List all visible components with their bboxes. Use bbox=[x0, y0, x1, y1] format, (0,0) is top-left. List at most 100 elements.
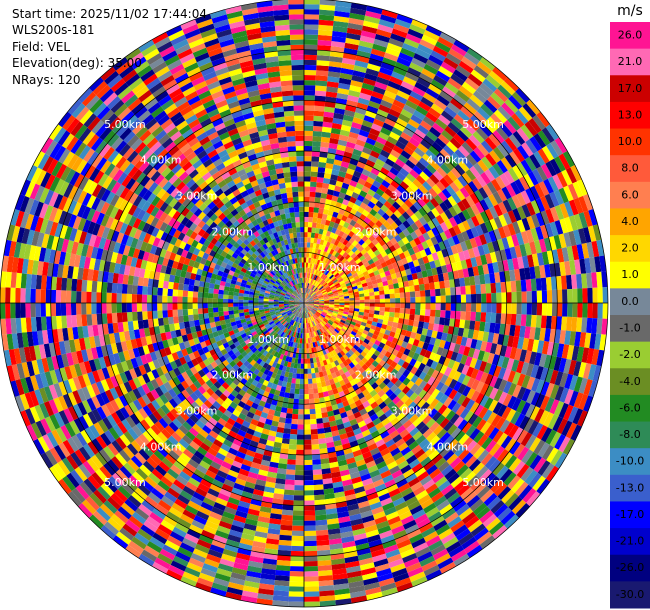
velocity-cell-122 bbox=[305, 287, 307, 293]
velocity-cell-1838 bbox=[496, 303, 502, 314]
velocity-cell-947 bbox=[472, 131, 485, 144]
velocity-cell-551 bbox=[329, 248, 335, 255]
velocity-cell-275 bbox=[340, 124, 352, 132]
velocity-cell-1173 bbox=[444, 209, 454, 220]
velocity-cell-3566 bbox=[304, 434, 312, 440]
velocity-cell-1309 bbox=[525, 187, 536, 203]
velocity-cell-929 bbox=[407, 195, 417, 205]
velocity-cell-540 bbox=[304, 298, 307, 303]
velocity-cell-686 bbox=[375, 188, 385, 197]
velocity-cell-425 bbox=[313, 274, 317, 280]
velocity-cell-762 bbox=[429, 126, 442, 138]
velocity-cell-331 bbox=[344, 146, 355, 154]
velocity-cell-469 bbox=[392, 66, 408, 77]
velocity-cell-288 bbox=[354, 60, 369, 69]
velocity-cell-1400 bbox=[398, 264, 406, 272]
velocity-cell-11 bbox=[304, 242, 308, 248]
velocity-cell-1411 bbox=[450, 244, 459, 255]
velocity-cell-49 bbox=[304, 49, 318, 56]
velocity-cell-1333 bbox=[364, 274, 371, 280]
velocity-cell-3589 bbox=[304, 550, 318, 557]
velocity-cell-1146 bbox=[329, 283, 335, 288]
velocity-cell-683 bbox=[367, 201, 376, 209]
velocity-cell-44 bbox=[304, 75, 316, 81]
velocity-cell-1764 bbox=[425, 296, 431, 303]
velocity-cell-168 bbox=[329, 56, 343, 63]
velocity-cell-92 bbox=[312, 136, 322, 142]
velocity-cell-3628 bbox=[296, 444, 304, 450]
velocity-cell-1353 bbox=[456, 232, 465, 244]
velocity-cell-705 bbox=[428, 107, 441, 119]
velocity-cell-1299 bbox=[480, 210, 490, 223]
velocity-cell-3562 bbox=[304, 414, 311, 420]
velocity-cell-962 bbox=[311, 292, 316, 297]
velocity-cell-552 bbox=[331, 244, 337, 251]
velocity-cell-209 bbox=[326, 152, 336, 160]
velocity-cell-1079 bbox=[536, 111, 550, 128]
velocity-cell-3446 bbox=[317, 433, 326, 440]
velocity-cell-1259 bbox=[562, 151, 575, 168]
velocity-cell-1151 bbox=[350, 269, 357, 276]
velocity-cell-1254 bbox=[540, 163, 553, 179]
velocity-cell-1466 bbox=[429, 260, 437, 269]
velocity-cell-157 bbox=[323, 111, 335, 118]
velocity-cell-118 bbox=[319, 4, 336, 11]
velocity-cell-112 bbox=[317, 34, 333, 41]
velocity-cell-385 bbox=[343, 177, 352, 185]
velocity-cell-625 bbox=[367, 188, 376, 197]
velocity-cell-963 bbox=[315, 289, 320, 294]
velocity-cell-463 bbox=[382, 94, 395, 104]
velocity-cell-3611 bbox=[300, 358, 304, 364]
velocity-cell-3587 bbox=[304, 540, 317, 547]
velocity-cell-3527 bbox=[316, 539, 330, 546]
velocity-cell-1264 bbox=[322, 291, 328, 295]
velocity-cell-3682 bbox=[291, 413, 299, 420]
velocity-cell-1061 bbox=[465, 169, 477, 181]
velocity-cell-950 bbox=[483, 120, 497, 134]
velocity-cell-1071 bbox=[504, 137, 518, 152]
velocity-cell-1065 bbox=[481, 156, 493, 169]
velocity-cell-1893 bbox=[470, 311, 477, 322]
velocity-cell-630 bbox=[380, 166, 390, 176]
velocity-cell-623 bbox=[362, 197, 371, 206]
velocity-cell-94 bbox=[313, 125, 323, 132]
velocity-cell-1407 bbox=[431, 252, 439, 261]
velocity-cell-366 bbox=[313, 269, 317, 275]
velocity-cell-1486 bbox=[525, 229, 535, 243]
velocity-cell-3584 bbox=[304, 525, 316, 531]
velocity-cell-1049 bbox=[418, 207, 427, 217]
velocity-cell-884 bbox=[453, 133, 466, 146]
velocity-cell-278 bbox=[344, 109, 356, 118]
velocity-cell-1354 bbox=[461, 230, 470, 242]
velocity-cell-1315 bbox=[552, 174, 564, 190]
velocity-cell-868 bbox=[398, 193, 408, 203]
velocity-cell-137 bbox=[313, 212, 319, 218]
velocity-cell-1258 bbox=[558, 153, 571, 170]
velocity-cell-1558 bbox=[587, 225, 597, 242]
velocity-cell-477 bbox=[407, 28, 424, 40]
velocity-cell-1275 bbox=[371, 266, 379, 273]
velocity-cell-10 bbox=[304, 247, 307, 253]
velocity-cell-3692 bbox=[286, 464, 296, 470]
velocity-cell-434 bbox=[329, 232, 335, 239]
velocity-cell-992 bbox=[424, 191, 434, 201]
velocity-cell-1067 bbox=[489, 149, 501, 164]
velocity-cell-158 bbox=[324, 106, 335, 113]
velocity-cell-1812 bbox=[364, 303, 370, 307]
velocity-cell-1509 bbox=[348, 289, 354, 294]
velocity-cell-1108 bbox=[418, 216, 428, 226]
velocity-cell-993 bbox=[428, 187, 438, 198]
velocity-cell-666 bbox=[320, 273, 325, 279]
velocity-cell-812 bbox=[406, 173, 416, 183]
velocity-cell-777 bbox=[473, 65, 489, 79]
velocity-cell-1430 bbox=[540, 210, 550, 225]
velocity-cell-264 bbox=[329, 179, 337, 186]
velocity-cell-690 bbox=[386, 171, 397, 181]
velocity-cell-936 bbox=[432, 170, 444, 181]
velocity-cell-1377 bbox=[567, 183, 579, 200]
velocity-cell-721 bbox=[306, 294, 311, 300]
velocity-cell-1496 bbox=[573, 213, 583, 230]
velocity-cell-675 bbox=[345, 235, 352, 242]
velocity-cell-3650 bbox=[290, 555, 304, 562]
velocity-cell-234 bbox=[346, 27, 362, 36]
